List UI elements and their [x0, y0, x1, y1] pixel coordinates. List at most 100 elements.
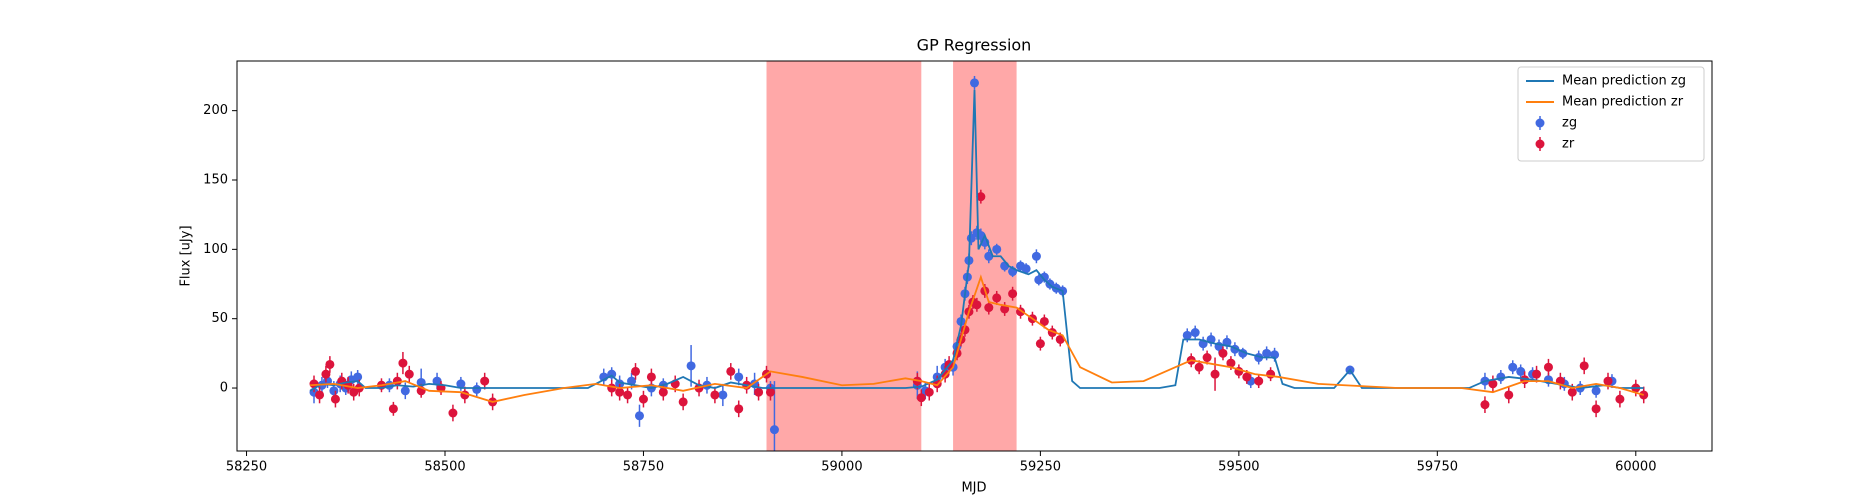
point: [472, 384, 482, 394]
point: [631, 366, 641, 376]
point: [1202, 353, 1212, 363]
point: [686, 361, 696, 371]
point: [388, 404, 398, 414]
legend-swatch: [1535, 118, 1545, 128]
point: [924, 387, 934, 397]
point: [1508, 362, 1518, 372]
point: [329, 386, 339, 396]
point: [678, 397, 688, 407]
point: [1567, 387, 1577, 397]
legend-box: [1517, 66, 1705, 162]
point: [1615, 394, 1625, 404]
x-tick-label: 59500: [1218, 460, 1259, 475]
point: [1190, 328, 1200, 338]
point: [754, 387, 764, 397]
x-tick-label: 58500: [424, 460, 465, 475]
y-tick-label: 100: [203, 242, 228, 257]
point: [1039, 316, 1049, 326]
y-tick-label: 200: [203, 103, 228, 118]
point: [325, 359, 335, 369]
point: [456, 379, 466, 389]
point: [404, 369, 414, 379]
point: [710, 390, 720, 400]
point: [321, 369, 331, 379]
point: [1031, 251, 1041, 261]
point: [1210, 369, 1220, 379]
point: [992, 293, 1002, 303]
point: [976, 192, 986, 202]
point: [646, 372, 656, 382]
plot-area: [309, 61, 1649, 451]
legend-label: Mean prediction zg: [1562, 74, 1686, 89]
point: [726, 366, 736, 376]
point: [658, 387, 668, 397]
point: [972, 300, 982, 310]
point: [623, 390, 633, 400]
chart-title: GP Regression: [917, 36, 1032, 55]
point: [353, 372, 363, 382]
shaded-region: [766, 61, 922, 451]
y-tick-label: 50: [211, 311, 228, 326]
point: [1488, 379, 1498, 389]
point: [448, 408, 458, 418]
point: [718, 390, 728, 400]
point: [1579, 361, 1589, 371]
point: [916, 393, 926, 403]
point: [1543, 362, 1553, 372]
point: [1480, 400, 1490, 410]
point: [1516, 366, 1526, 376]
legend-swatch: [1535, 139, 1545, 149]
point: [1055, 334, 1065, 344]
x-tick-label: 60000: [1615, 460, 1656, 475]
axes-frame: [236, 60, 1713, 452]
x-tick-label: 59750: [1417, 460, 1458, 475]
point: [1591, 404, 1601, 414]
point: [638, 394, 648, 404]
point: [1254, 376, 1264, 386]
point: [1039, 272, 1049, 282]
point: [398, 358, 408, 368]
line: [309, 89, 1644, 392]
legend-label: zr: [1562, 137, 1575, 152]
x-tick-label: 59250: [1020, 460, 1061, 475]
point: [634, 411, 644, 421]
point: [315, 390, 325, 400]
line: [309, 274, 1644, 403]
legend-label: zg: [1562, 116, 1577, 131]
point: [1182, 330, 1192, 340]
point: [480, 376, 490, 386]
point: [992, 244, 1002, 254]
x-tick-label: 58250: [226, 460, 267, 475]
point: [1226, 358, 1236, 368]
x-tick-label: 59000: [821, 460, 862, 475]
point: [734, 404, 744, 414]
point: [1035, 339, 1045, 349]
point: [330, 394, 340, 404]
point: [1242, 372, 1252, 382]
point: [769, 425, 779, 435]
point: [1266, 369, 1276, 379]
point: [1532, 369, 1542, 379]
point: [970, 78, 979, 88]
point: [1262, 348, 1272, 358]
y-tick-label: 0: [220, 381, 228, 396]
point: [1008, 289, 1018, 299]
point: [1591, 386, 1601, 396]
point: [432, 376, 442, 386]
point: [1603, 376, 1613, 386]
x-tick-label: 58750: [623, 460, 664, 475]
point: [309, 379, 319, 389]
point: [1194, 362, 1204, 372]
y-axis-label: Flux [uJy]: [179, 225, 194, 286]
point: [765, 387, 775, 397]
point: [1504, 390, 1514, 400]
point: [984, 303, 994, 313]
x-axis-label: MJD: [961, 481, 986, 496]
point: [615, 387, 625, 397]
y-tick-label: 150: [203, 172, 228, 187]
point: [734, 372, 744, 382]
point: [400, 386, 410, 396]
point: [1021, 264, 1031, 274]
